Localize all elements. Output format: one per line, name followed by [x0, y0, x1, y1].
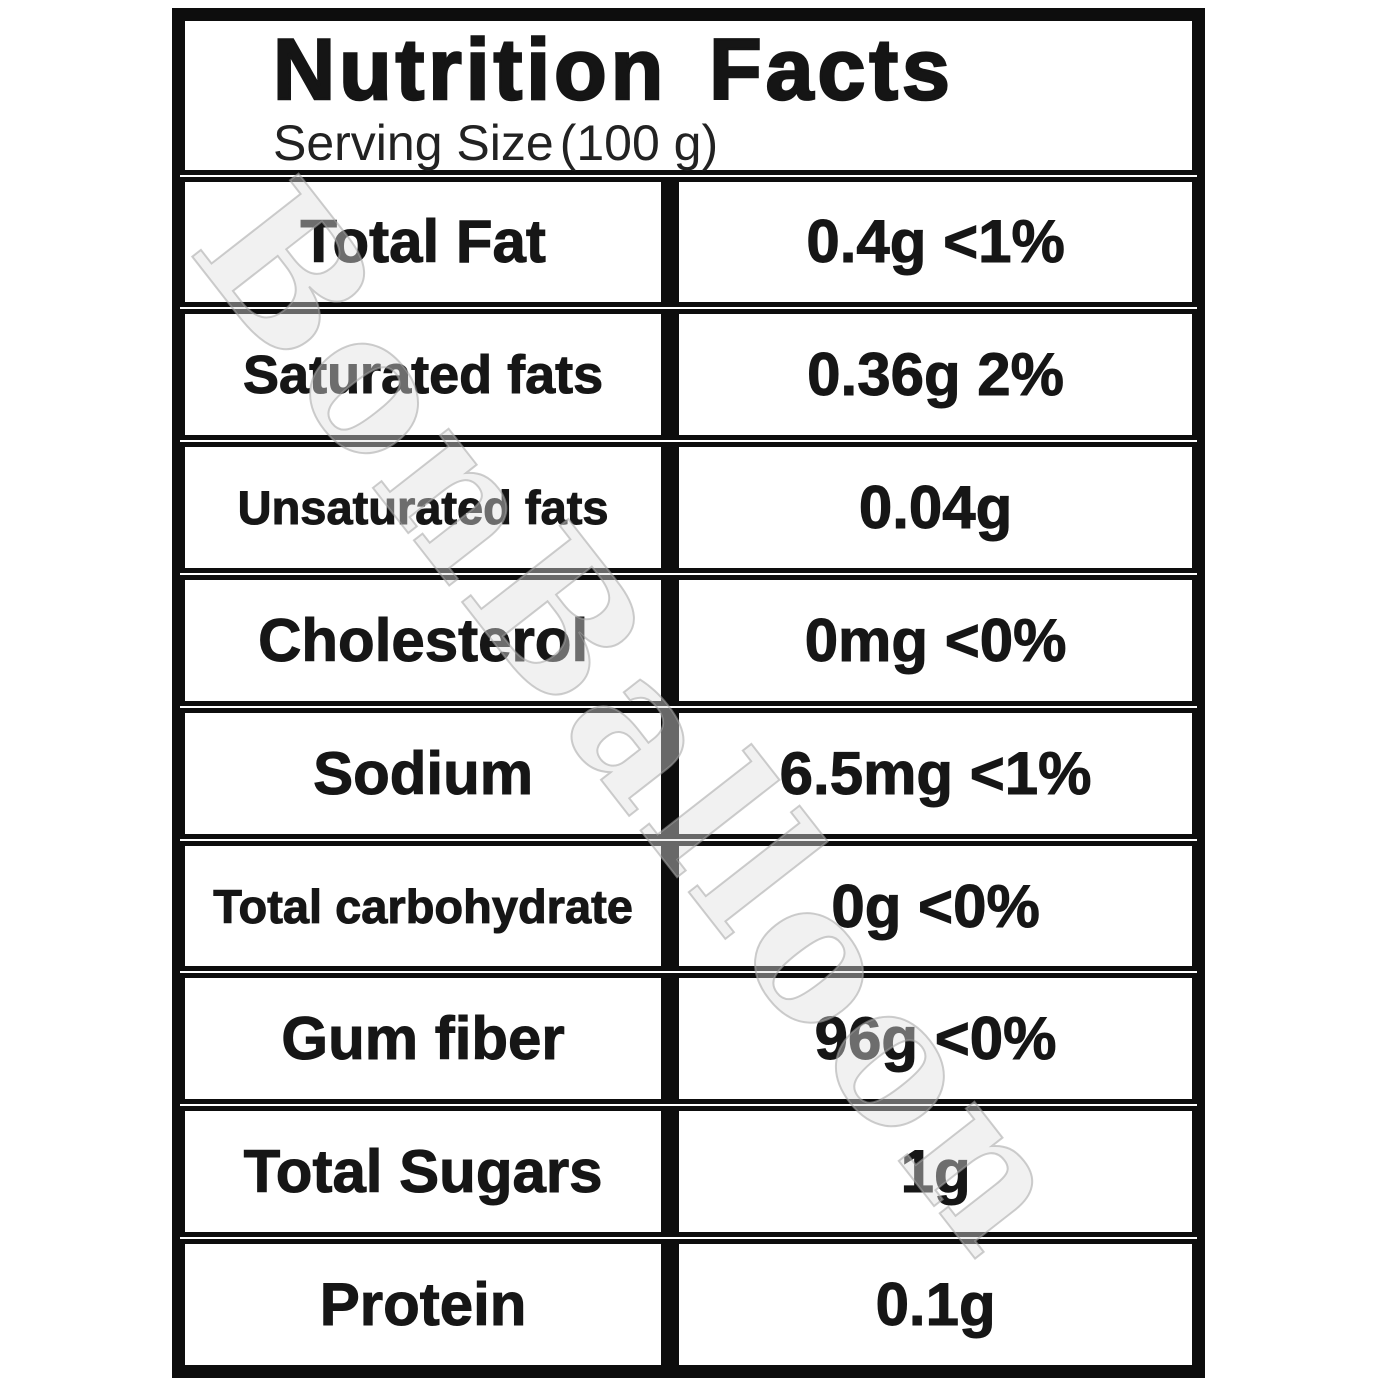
nutrient-value: 0mg <0%	[804, 606, 1067, 674]
nutrient-value: 0.04g	[858, 474, 1013, 542]
nutrient-value-cell: 0.04g	[670, 442, 1197, 573]
nutrient-name-cell: Unsaturated fats	[180, 442, 671, 573]
nutrient-value: 0.1g	[875, 1271, 996, 1339]
nutrient-value: 6.5mg <1%	[779, 739, 1092, 807]
nutrient-name: Total Fat	[300, 208, 547, 276]
nutrient-value-cell: 96g <0%	[670, 973, 1197, 1105]
serving-size-line: Serving Size (100 g)	[273, 117, 1172, 170]
nutrient-name-cell: Sodium	[180, 707, 671, 839]
nutrient-value-cell: 6.5mg <1%	[670, 707, 1197, 839]
nutrient-value-cell: 0.36g 2%	[670, 309, 1197, 441]
nutrient-name: Protein	[319, 1271, 527, 1339]
nutrient-name: Cholesterol	[258, 606, 589, 674]
nutrition-facts-label: Nutrition Facts Serving Size (100 g) Tota…	[172, 8, 1205, 1378]
serving-size-value: (100 g)	[559, 115, 719, 171]
nutrient-value-cell: 0g <0%	[670, 840, 1197, 972]
nutrient-row-total-sugars: Total Sugars 1g	[180, 1106, 1197, 1238]
label-header: Nutrition Facts Serving Size (100 g)	[180, 16, 1197, 175]
nutrient-row-cholesterol: Cholesterol 0mg <0%	[180, 574, 1197, 706]
nutrient-row-total-fat: Total Fat 0.4g <1%	[180, 176, 1197, 308]
nutrient-value: 0.4g <1%	[806, 208, 1065, 276]
nutrient-value: 1g	[900, 1138, 971, 1206]
nutrient-name-cell: Total Sugars	[180, 1106, 671, 1238]
nutrient-name-cell: Cholesterol	[180, 574, 671, 706]
nutrient-name: Total Sugars	[243, 1138, 603, 1206]
nutrient-row-saturated-fats: Saturated fats 0.36g 2%	[180, 309, 1197, 441]
nutrient-name: Total carbohydrate	[213, 879, 634, 933]
nutrient-row-total-carbohydrate: Total carbohydrate 0g <0%	[180, 840, 1197, 972]
nutrient-name-cell: Total carbohydrate	[180, 840, 671, 972]
nutrient-value-cell: 0.1g	[670, 1239, 1197, 1370]
nutrient-row-sodium: Sodium 6.5mg <1%	[180, 707, 1197, 839]
nutrient-name: Sodium	[313, 739, 534, 807]
nutrient-value: 0.36g 2%	[807, 341, 1065, 409]
label-title: Nutrition Facts	[272, 22, 954, 118]
nutrient-row-protein: Protein 0.1g	[180, 1239, 1197, 1370]
nutrient-row-unsaturated-fats: Unsaturated fats 0.04g	[180, 442, 1197, 573]
nutrient-value-cell: 0mg <0%	[670, 574, 1197, 706]
nutrient-name-cell: Protein	[180, 1239, 671, 1370]
nutrient-name: Gum fiber	[281, 1005, 565, 1073]
nutrient-value: 96g <0%	[814, 1005, 1057, 1073]
nutrient-name-cell: Total Fat	[180, 176, 671, 308]
nutrient-name-cell: Gum fiber	[180, 973, 671, 1105]
nutrient-value-cell: 1g	[670, 1106, 1197, 1238]
nutrient-value: 0g <0%	[831, 872, 1040, 940]
serving-size-label: Serving Size	[273, 115, 554, 171]
nutrient-row-gum-fiber: Gum fiber 96g <0%	[180, 973, 1197, 1105]
nutrient-name-cell: Saturated fats	[180, 309, 671, 441]
nutrient-name: Unsaturated fats	[237, 481, 609, 535]
nutrient-value-cell: 0.4g <1%	[670, 176, 1197, 308]
nutrient-name: Saturated fats	[243, 344, 604, 405]
